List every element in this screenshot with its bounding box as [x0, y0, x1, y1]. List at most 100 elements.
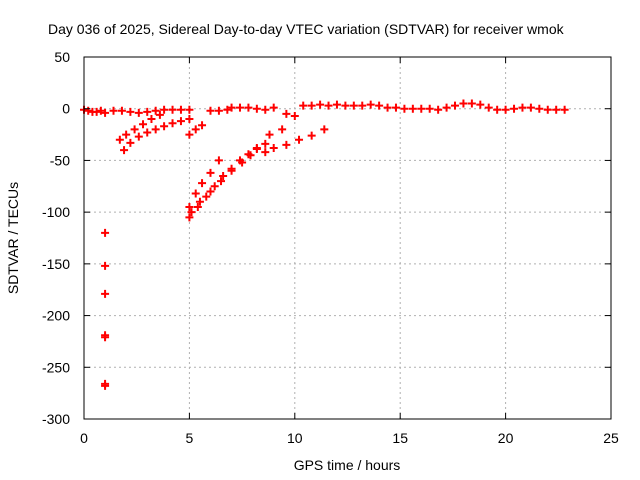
data-point	[223, 105, 232, 114]
data-point	[244, 103, 253, 112]
data-point	[434, 105, 443, 114]
data-point	[408, 104, 417, 113]
data-point	[168, 119, 177, 128]
data-point	[219, 171, 228, 180]
data-point	[282, 140, 291, 149]
x-tick-label: 15	[392, 430, 408, 446]
x-tick-label: 0	[80, 430, 88, 446]
data-point	[227, 103, 236, 112]
data-point	[115, 135, 124, 144]
data-point	[193, 202, 202, 211]
data-point	[493, 105, 502, 114]
data-point	[147, 115, 156, 124]
data-point	[101, 381, 110, 390]
data-point	[261, 148, 270, 157]
data-point	[417, 104, 426, 113]
data-point	[126, 138, 135, 147]
data-point	[324, 101, 333, 110]
data-point	[501, 105, 510, 114]
data-point	[117, 106, 126, 115]
data-point	[214, 156, 223, 165]
data-point	[210, 182, 219, 191]
data-point	[261, 139, 270, 148]
data-point	[265, 130, 274, 139]
data-point	[400, 104, 409, 113]
data-point	[130, 125, 139, 134]
data-point	[143, 107, 152, 116]
data-point	[451, 101, 460, 110]
data-point	[101, 261, 110, 270]
data-point	[198, 121, 207, 130]
y-tick-label: 50	[54, 49, 70, 65]
data-point	[101, 108, 110, 117]
data-point	[295, 135, 304, 144]
data-point	[120, 146, 129, 155]
data-point	[358, 101, 367, 110]
y-axis-label: SDTVAR / TECUs	[5, 182, 21, 294]
data-point	[202, 192, 211, 201]
data-point	[139, 120, 148, 129]
x-tick-label: 10	[287, 430, 303, 446]
grid-layer	[84, 57, 611, 419]
data-point	[206, 168, 215, 177]
data-point	[375, 101, 384, 110]
data-point	[518, 103, 527, 112]
x-tick-label: 25	[603, 430, 619, 446]
series-group	[115, 110, 194, 155]
data-point	[307, 101, 316, 110]
series-group	[185, 121, 329, 222]
data-point	[282, 109, 291, 118]
data-point	[214, 106, 223, 115]
data-point	[191, 189, 200, 198]
data-point	[320, 125, 329, 134]
data-point	[134, 108, 143, 117]
data-point	[168, 105, 177, 114]
data-point	[252, 145, 261, 154]
data-point	[269, 144, 278, 153]
y-tick-label: -50	[50, 152, 70, 168]
data-point	[143, 128, 152, 137]
data-point	[526, 103, 535, 112]
data-point	[467, 99, 476, 108]
data-point	[160, 122, 169, 131]
data-point	[134, 132, 143, 141]
data-point	[299, 101, 308, 110]
data-point	[206, 106, 215, 115]
data-point	[126, 107, 135, 116]
y-tick-label: -300	[42, 411, 70, 427]
data-point	[227, 166, 236, 175]
y-tick-label: -200	[42, 308, 70, 324]
data-point	[560, 105, 569, 114]
data-point	[122, 130, 131, 139]
data-point	[383, 103, 392, 112]
data-points	[80, 99, 569, 390]
data-point	[176, 105, 185, 114]
data-point	[176, 117, 185, 126]
y-tick-label: 0	[62, 101, 70, 117]
data-point	[185, 115, 194, 124]
data-point	[235, 103, 244, 112]
data-point	[269, 103, 278, 112]
y-tick-label: -100	[42, 204, 70, 220]
data-point	[185, 105, 194, 114]
data-point	[198, 179, 207, 188]
data-point	[101, 333, 110, 342]
data-point	[109, 106, 118, 115]
data-point	[246, 151, 255, 160]
data-point	[238, 158, 247, 167]
data-point	[206, 187, 215, 196]
data-point	[261, 105, 270, 114]
data-point	[96, 106, 105, 115]
series-group	[80, 99, 569, 120]
data-point	[349, 101, 358, 110]
data-point	[442, 103, 451, 112]
y-tick-label: -150	[42, 256, 70, 272]
x-axis-label: GPS time / hours	[294, 457, 401, 473]
data-point	[101, 228, 110, 237]
data-point	[185, 202, 194, 211]
axis-ticks: 0 5 10 15 20 25 50 0 -50 -100 -150 -200 -250 -300	[42, 49, 619, 446]
data-point	[195, 197, 204, 206]
data-point	[252, 104, 261, 113]
data-point	[307, 131, 316, 140]
data-point	[510, 104, 519, 113]
